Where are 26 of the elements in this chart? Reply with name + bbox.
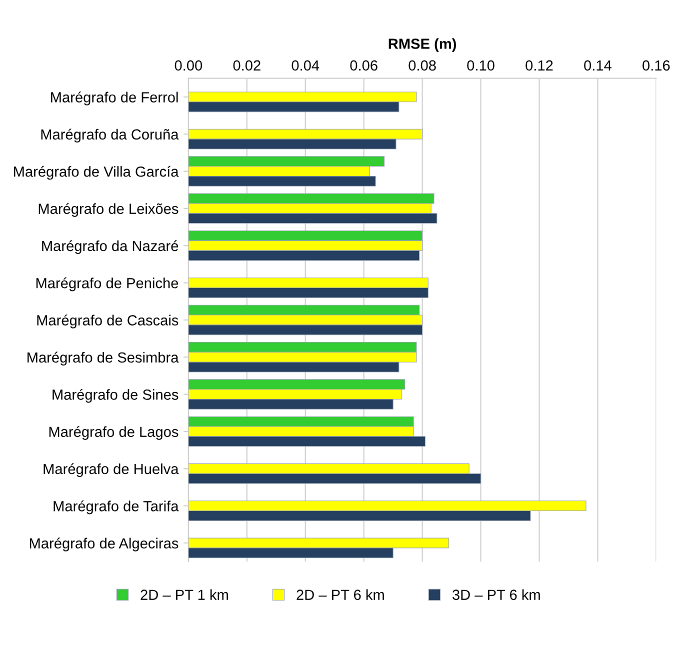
x-tick-label: 0.08 — [408, 60, 436, 71]
x-tick-label: 0.02 — [233, 60, 260, 71]
legend-label: 3D – PT 6 km — [452, 589, 540, 600]
x-tick-label: 0.10 — [467, 60, 494, 71]
legend-label: 2D – PT 6 km — [296, 589, 384, 600]
y-tick-label: Marégrafo da Nazaré — [42, 240, 178, 254]
x-tick-label: 0.00 — [174, 60, 202, 71]
legend-label: 2D – PT 1 km — [140, 589, 228, 600]
y-tick-label: Marégrafo de Algeciras — [30, 538, 178, 552]
y-tick-label: Marégrafo de Leixões — [38, 203, 178, 217]
x-tick-label: 0.16 — [642, 60, 670, 71]
y-tick-label: Marégrafo de Cascais — [37, 314, 178, 328]
x-tick-label: 0.04 — [292, 60, 320, 71]
x-tick-label: 0.14 — [584, 60, 612, 71]
x-axis-title: RMSE (m) — [388, 38, 456, 52]
y-tick-label: Marégrafo de Huelva — [44, 463, 179, 478]
y-tick-label: Marégrafo de Tarifa — [54, 500, 179, 514]
y-tick-label: Marégrafo de Peniche — [36, 277, 178, 292]
y-tick-label: Marégrafo de Sines — [52, 388, 178, 403]
x-tick-label: 0.12 — [526, 60, 553, 71]
y-tick-label: Marégrafo de Villa García — [14, 166, 179, 180]
y-tick-label: Marégrafo de Lagos — [49, 426, 178, 440]
x-tick-label: 0.06 — [350, 60, 378, 71]
y-tick-label: Marégrafo de Sesimbra — [28, 352, 179, 366]
y-tick-label: Marégrafo da Coruña — [41, 128, 179, 143]
y-tick-label: Marégrafo de Ferrol — [51, 92, 178, 106]
